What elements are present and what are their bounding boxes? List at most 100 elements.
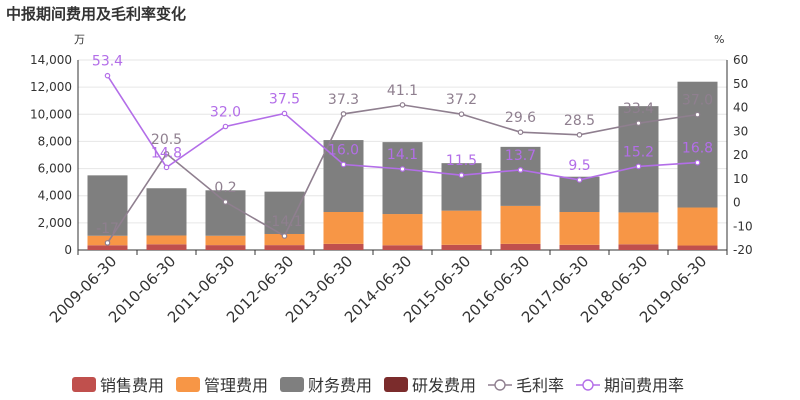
bar-财务费用-2010-06-30[interactable] bbox=[146, 188, 187, 236]
point-毛利率-2018-06-30[interactable] bbox=[635, 120, 642, 126]
legend-swatch-管理费用 bbox=[176, 377, 200, 392]
y-right-tick-label: 10 bbox=[733, 172, 748, 186]
legend-label-销售费用: 销售费用 bbox=[100, 376, 164, 395]
point-毛利率-2019-06-30[interactable] bbox=[694, 111, 701, 118]
data-label-期间费用率: 14.8 bbox=[151, 145, 182, 161]
y-left-tick-label: 4,000 bbox=[38, 189, 72, 203]
point-毛利率-2010-06-30[interactable] bbox=[163, 151, 170, 157]
data-label-期间费用率: 13.7 bbox=[505, 148, 536, 164]
bar-销售费用-2012-06-30[interactable] bbox=[264, 245, 305, 250]
point-期间费用率-2016-06-30[interactable] bbox=[517, 167, 524, 173]
y-left-tick-label: 10,000 bbox=[30, 107, 72, 121]
legend-label-财务费用: 财务费用 bbox=[308, 376, 372, 395]
bar-管理费用-2011-06-30[interactable] bbox=[205, 235, 246, 246]
bar-财务费用-2015-06-30[interactable] bbox=[441, 163, 482, 211]
point-期间费用率-2013-06-30[interactable] bbox=[340, 161, 347, 168]
point-毛利率-2015-06-30[interactable] bbox=[458, 111, 465, 117]
data-label-毛利率: 37.0 bbox=[682, 93, 713, 109]
bar-管理费用-2010-06-30[interactable] bbox=[146, 235, 187, 245]
bar-管理费用-2013-06-30[interactable] bbox=[323, 212, 364, 244]
bar-管理费用-2016-06-30[interactable] bbox=[500, 205, 541, 244]
point-期间费用率-2017-06-30[interactable] bbox=[576, 177, 583, 183]
bar-销售费用-2018-06-30[interactable] bbox=[618, 244, 659, 250]
bar-销售费用-2013-06-30[interactable] bbox=[323, 243, 364, 250]
point-期间费用率-2018-06-30[interactable] bbox=[635, 163, 642, 170]
data-label-毛利率: 33.4 bbox=[623, 101, 654, 117]
data-label-期间费用率: 16.0 bbox=[328, 143, 359, 159]
bar-销售费用-2010-06-30[interactable] bbox=[146, 244, 187, 250]
y-right-tick-label: 60 bbox=[733, 53, 748, 67]
data-label-期间费用率: 14.1 bbox=[387, 147, 418, 163]
legend-marker-毛利率 bbox=[494, 379, 506, 391]
data-label-毛利率: 29.6 bbox=[505, 110, 536, 126]
y-right-tick-label: -10 bbox=[733, 219, 753, 233]
legend-label-期间费用率: 期间费用率 bbox=[604, 376, 684, 395]
data-label-期间费用率: 53.4 bbox=[92, 54, 123, 70]
legend-label-毛利率: 毛利率 bbox=[516, 376, 564, 395]
data-label-期间费用率: 16.8 bbox=[682, 141, 713, 157]
bar-销售费用-2019-06-30[interactable] bbox=[677, 245, 718, 250]
data-label-毛利率: 20.5 bbox=[151, 132, 182, 148]
point-毛利率-2012-06-30[interactable] bbox=[281, 233, 288, 239]
legend-swatch-研发费用 bbox=[384, 377, 408, 392]
bar-管理费用-2014-06-30[interactable] bbox=[382, 214, 423, 246]
bars bbox=[87, 81, 718, 250]
y-left-tick-label: 14,000 bbox=[30, 53, 72, 67]
y-right-unit: % bbox=[714, 33, 724, 46]
y-right-tick-label: 20 bbox=[733, 148, 748, 162]
lines bbox=[104, 72, 701, 246]
bar-销售费用-2009-06-30[interactable] bbox=[87, 245, 128, 250]
bar-管理费用-2015-06-30[interactable] bbox=[441, 210, 482, 245]
bar-销售费用-2016-06-30[interactable] bbox=[500, 243, 541, 250]
data-label-期间费用率: 32.0 bbox=[210, 105, 241, 121]
legend: 销售费用 管理费用 财务费用 研发费用 毛利率 期间费用率 bbox=[72, 376, 684, 395]
y-right-tick-label: 50 bbox=[733, 77, 748, 91]
bar-管理费用-2019-06-30[interactable] bbox=[677, 207, 718, 246]
bar-财务费用-2019-06-30[interactable] bbox=[677, 81, 718, 208]
legend-swatch-财务费用 bbox=[280, 377, 304, 392]
chart-title: 中报期间费用及毛利率变化 bbox=[6, 5, 187, 23]
point-毛利率-2009-06-30[interactable] bbox=[104, 240, 111, 246]
legend-swatch-销售费用 bbox=[72, 377, 96, 392]
point-期间费用率-2012-06-30[interactable] bbox=[281, 110, 288, 117]
data-label-期间费用率: 9.5 bbox=[568, 158, 590, 174]
point-毛利率-2013-06-30[interactable] bbox=[340, 111, 347, 117]
bar-销售费用-2011-06-30[interactable] bbox=[205, 245, 246, 250]
bar-管理费用-2018-06-30[interactable] bbox=[618, 212, 659, 245]
legend-marker-期间费用率 bbox=[582, 379, 594, 391]
y-left-tick-label: 0 bbox=[64, 243, 72, 257]
bar-财务费用-2011-06-30[interactable] bbox=[205, 190, 246, 236]
data-label-毛利率: 37.2 bbox=[446, 92, 477, 108]
y-right-tick-label: 30 bbox=[733, 124, 748, 138]
y-left-tick-label: 12,000 bbox=[30, 80, 72, 94]
point-期间费用率-2011-06-30[interactable] bbox=[222, 123, 229, 130]
point-毛利率-2017-06-30[interactable] bbox=[576, 132, 583, 138]
point-期间费用率-2015-06-30[interactable] bbox=[458, 172, 465, 178]
point-毛利率-2011-06-30[interactable] bbox=[222, 199, 229, 205]
bar-财务费用-2014-06-30[interactable] bbox=[382, 142, 423, 215]
y-left-tick-label: 6,000 bbox=[38, 162, 72, 176]
bar-管理费用-2017-06-30[interactable] bbox=[559, 212, 600, 245]
data-label-毛利率: 37.3 bbox=[328, 92, 359, 108]
point-毛利率-2016-06-30[interactable] bbox=[517, 129, 524, 136]
bar-销售费用-2017-06-30[interactable] bbox=[559, 244, 600, 250]
data-label-期间费用率: 11.5 bbox=[446, 153, 477, 169]
point-毛利率-2014-06-30[interactable] bbox=[399, 102, 406, 108]
data-label-毛利率: -17 bbox=[96, 221, 119, 237]
point-期间费用率-2019-06-30[interactable] bbox=[694, 159, 701, 166]
bar-财务费用-2016-06-30[interactable] bbox=[500, 146, 541, 206]
point-期间费用率-2014-06-30[interactable] bbox=[399, 166, 406, 172]
data-label-期间费用率: 37.5 bbox=[269, 91, 300, 107]
bar-管理费用-2012-06-30[interactable] bbox=[264, 233, 305, 246]
data-labels: -17 20.5 0.2 -14.1 37.3 41.1 37.2 29.6 28.5 33.4 3… bbox=[92, 54, 713, 237]
bar-销售费用-2015-06-30[interactable] bbox=[441, 244, 482, 250]
point-期间费用率-2010-06-30[interactable] bbox=[163, 164, 170, 171]
bar-销售费用-2014-06-30[interactable] bbox=[382, 245, 423, 250]
point-期间费用率-2009-06-30[interactable] bbox=[104, 72, 111, 79]
bar-财务费用-2009-06-30[interactable] bbox=[87, 175, 128, 236]
bar-财务费用-2012-06-30[interactable] bbox=[264, 191, 305, 234]
data-label-毛利率: -14.1 bbox=[266, 214, 302, 230]
y-left-tick-label: 2,000 bbox=[38, 216, 72, 230]
legend-label-管理费用: 管理费用 bbox=[204, 376, 268, 395]
y-right-tick-label: -20 bbox=[733, 243, 753, 257]
